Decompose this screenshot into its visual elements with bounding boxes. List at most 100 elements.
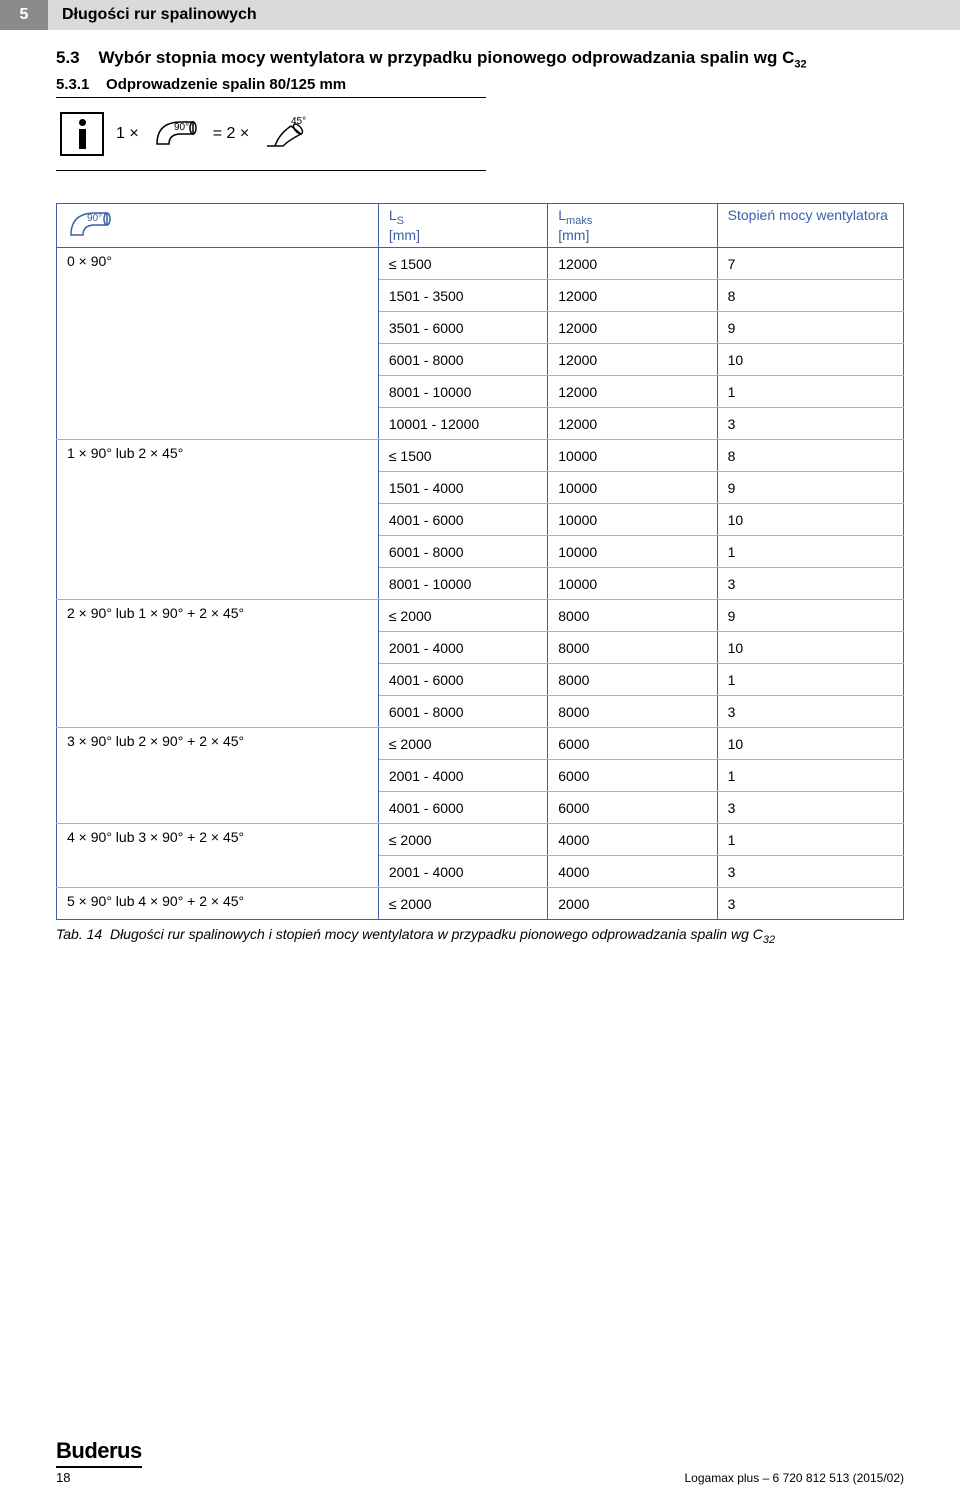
section-title: Wybór stopnia mocy wentylatora w przypad… bbox=[99, 48, 795, 67]
elbow-90-header-icon: 90° bbox=[67, 207, 117, 241]
col-header-lmax: Lmaks [mm] bbox=[548, 204, 717, 248]
caption-text: Długości rur spalinowych i stopień mocy … bbox=[110, 926, 763, 942]
cell-stopien: 10 bbox=[717, 728, 903, 760]
cell-lmax: 6000 bbox=[548, 728, 717, 760]
cell-ls: 2001 - 4000 bbox=[378, 856, 547, 888]
section-title-sub: 32 bbox=[794, 58, 806, 70]
group-label: 4 × 90° lub 3 × 90° + 2 × 45° bbox=[57, 824, 379, 888]
cell-lmax: 12000 bbox=[548, 376, 717, 408]
cell-stopien: 1 bbox=[717, 664, 903, 696]
cell-ls: 8001 - 10000 bbox=[378, 376, 547, 408]
svg-text:90°: 90° bbox=[174, 122, 189, 133]
cell-stopien: 10 bbox=[717, 344, 903, 376]
cell-ls: 3501 - 6000 bbox=[378, 312, 547, 344]
cell-stopien: 1 bbox=[717, 536, 903, 568]
elbow-90-icon: 90° bbox=[151, 114, 201, 154]
cell-lmax: 10000 bbox=[548, 504, 717, 536]
cell-ls: 1501 - 3500 bbox=[378, 280, 547, 312]
group-label: 0 × 90° bbox=[57, 248, 379, 440]
cell-lmax: 12000 bbox=[548, 280, 717, 312]
cell-stopien: 8 bbox=[717, 440, 903, 472]
cell-ls: ≤ 2000 bbox=[378, 600, 547, 632]
section-heading: 5.3 Wybór stopnia mocy wentylatora w prz… bbox=[56, 48, 904, 70]
cell-ls: 2001 - 4000 bbox=[378, 760, 547, 792]
cell-ls: 4001 - 6000 bbox=[378, 792, 547, 824]
cell-stopien: 3 bbox=[717, 888, 903, 920]
cell-ls: 4001 - 6000 bbox=[378, 664, 547, 696]
cell-stopien: 1 bbox=[717, 824, 903, 856]
page-header: 5 Długości rur spalinowych bbox=[0, 0, 960, 30]
cell-ls: ≤ 1500 bbox=[378, 440, 547, 472]
cell-lmax: 10000 bbox=[548, 440, 717, 472]
cell-lmax: 12000 bbox=[548, 344, 717, 376]
cell-ls: ≤ 1500 bbox=[378, 248, 547, 280]
cell-lmax: 8000 bbox=[548, 600, 717, 632]
info-formula: 1 × 90° = 2 × 45° bbox=[56, 108, 904, 160]
cell-lmax: 12000 bbox=[548, 408, 717, 440]
cell-stopien: 9 bbox=[717, 312, 903, 344]
cell-lmax: 10000 bbox=[548, 568, 717, 600]
cell-ls: 1501 - 4000 bbox=[378, 472, 547, 504]
caption-prefix: Tab. 14 bbox=[56, 926, 102, 942]
cell-stopien: 3 bbox=[717, 856, 903, 888]
cell-stopien: 3 bbox=[717, 568, 903, 600]
cell-ls: 2001 - 4000 bbox=[378, 632, 547, 664]
chapter-title: Długości rur spalinowych bbox=[48, 0, 960, 30]
cell-lmax: 12000 bbox=[548, 248, 717, 280]
cell-stopien: 10 bbox=[717, 504, 903, 536]
cell-lmax: 8000 bbox=[548, 632, 717, 664]
cell-lmax: 12000 bbox=[548, 312, 717, 344]
cell-stopien: 9 bbox=[717, 472, 903, 504]
cell-ls: 6001 - 8000 bbox=[378, 536, 547, 568]
cell-stopien: 3 bbox=[717, 696, 903, 728]
cell-stopien: 9 bbox=[717, 600, 903, 632]
subsection-heading: 5.3.1 Odprowadzenie spalin 80/125 mm bbox=[56, 76, 904, 93]
info-icon bbox=[60, 112, 104, 156]
caption-sub: 32 bbox=[763, 934, 775, 946]
cell-stopien: 7 bbox=[717, 248, 903, 280]
group-label: 3 × 90° lub 2 × 90° + 2 × 45° bbox=[57, 728, 379, 824]
cell-ls: 10001 - 12000 bbox=[378, 408, 547, 440]
col-header-elbow: 90° bbox=[57, 204, 379, 248]
cell-ls: ≤ 2000 bbox=[378, 888, 547, 920]
svg-text:45°: 45° bbox=[291, 116, 306, 127]
cell-ls: ≤ 2000 bbox=[378, 824, 547, 856]
group-label: 5 × 90° lub 4 × 90° + 2 × 45° bbox=[57, 888, 379, 920]
table-caption: Tab. 14 Długości rur spalinowych i stopi… bbox=[0, 920, 960, 946]
cell-lmax: 6000 bbox=[548, 792, 717, 824]
page-number: 18 bbox=[56, 1470, 142, 1485]
cell-lmax: 8000 bbox=[548, 664, 717, 696]
cell-ls: 6001 - 8000 bbox=[378, 344, 547, 376]
chapter-number: 5 bbox=[0, 0, 48, 30]
cell-lmax: 6000 bbox=[548, 760, 717, 792]
subsection-title: Odprowadzenie spalin 80/125 mm bbox=[106, 76, 346, 93]
cell-ls: 8001 - 10000 bbox=[378, 568, 547, 600]
cell-ls: ≤ 2000 bbox=[378, 728, 547, 760]
brand-logo: Buderus bbox=[56, 1438, 142, 1468]
cell-lmax: 10000 bbox=[548, 536, 717, 568]
cell-stopien: 8 bbox=[717, 280, 903, 312]
data-table: 90° LS [mm] Lmaks [mm] Stopień mocy went… bbox=[56, 203, 904, 920]
cell-stopien: 10 bbox=[717, 632, 903, 664]
cell-stopien: 3 bbox=[717, 792, 903, 824]
cell-lmax: 2000 bbox=[548, 888, 717, 920]
subsection-number: 5.3.1 bbox=[56, 76, 89, 93]
formula-eq: = 2 × bbox=[213, 125, 249, 143]
cell-lmax: 10000 bbox=[548, 472, 717, 504]
cell-lmax: 4000 bbox=[548, 824, 717, 856]
cell-stopien: 1 bbox=[717, 760, 903, 792]
cell-lmax: 8000 bbox=[548, 696, 717, 728]
cell-ls: 6001 - 8000 bbox=[378, 696, 547, 728]
group-label: 2 × 90° lub 1 × 90° + 2 × 45° bbox=[57, 600, 379, 728]
cell-lmax: 4000 bbox=[548, 856, 717, 888]
cell-ls: 4001 - 6000 bbox=[378, 504, 547, 536]
col-header-stopien: Stopień mocy wentylatora bbox=[717, 204, 903, 248]
cell-stopien: 1 bbox=[717, 376, 903, 408]
formula-lhs: 1 × bbox=[116, 125, 139, 143]
section-number: 5.3 bbox=[56, 48, 80, 67]
cell-stopien: 3 bbox=[717, 408, 903, 440]
page-footer: Buderus 18 Logamax plus – 6 720 812 513 … bbox=[0, 1438, 960, 1485]
svg-text:90°: 90° bbox=[87, 213, 102, 224]
footer-right: Logamax plus – 6 720 812 513 (2015/02) bbox=[685, 1471, 905, 1485]
elbow-45-icon: 45° bbox=[261, 114, 311, 154]
